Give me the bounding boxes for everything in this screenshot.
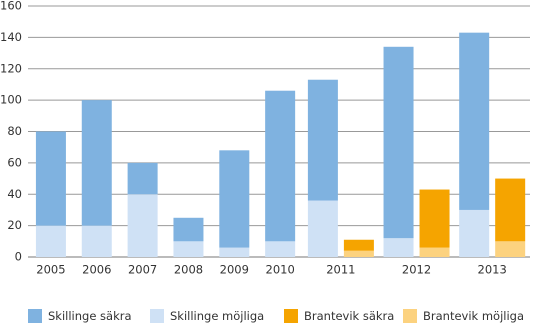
y-tick-label: 120 [0,61,22,75]
x-tick-label: 2008 [174,263,203,277]
y-tick-label: 100 [0,93,22,107]
bar-segment [265,90,296,242]
bar-segment [127,194,158,257]
x-tick-label: 2006 [82,263,111,277]
bar-segment [343,250,374,257]
bar-segment [419,189,450,248]
bar-segment [343,239,374,251]
bar-segment [173,217,204,242]
y-tick-label: 140 [0,30,22,44]
bar-segment [495,241,526,257]
bar-segment [307,79,338,201]
y-tick-label: 40 [7,187,22,201]
bar-segment [81,225,112,257]
y-tick-label: 20 [7,218,22,232]
bar-segment [219,247,250,257]
legend-label: Skillinge säkra [48,309,132,323]
bar-segment [265,241,296,257]
legend-label: Brantevik möjliga [423,309,524,323]
x-tick-label: 2005 [36,263,65,277]
y-tick-label: 60 [7,155,22,169]
legend-swatch [284,309,298,323]
bar-segment [383,46,414,239]
x-tick-label: 2013 [478,263,507,277]
bar-segment [459,32,490,210]
x-tick-label: 2007 [128,263,157,277]
bar-segment [419,247,450,257]
bar-segment [495,178,526,242]
y-tick-label: 80 [7,124,22,138]
bar-segment [127,162,158,195]
legend-swatch [403,309,417,323]
x-tick-label: 2010 [266,263,295,277]
legend-swatch [28,309,42,323]
y-tick-label: 160 [0,0,22,13]
legend-label: Brantevik säkra [304,309,394,323]
x-tick-label: 2012 [402,263,431,277]
bar-segment [81,100,112,226]
legend-swatch [150,309,164,323]
bar-segment [459,209,490,257]
bar-segment [35,225,66,257]
bar-segment [35,131,66,226]
bar-segment [307,200,338,257]
x-tick-label: 2011 [326,263,355,277]
bar-segment [173,241,204,257]
bar-segment [219,150,250,248]
x-tick-label: 2009 [220,263,249,277]
y-tick-label: 0 [15,250,22,264]
bar-segment [383,238,414,257]
legend-label: Skillinge möjliga [170,309,264,323]
